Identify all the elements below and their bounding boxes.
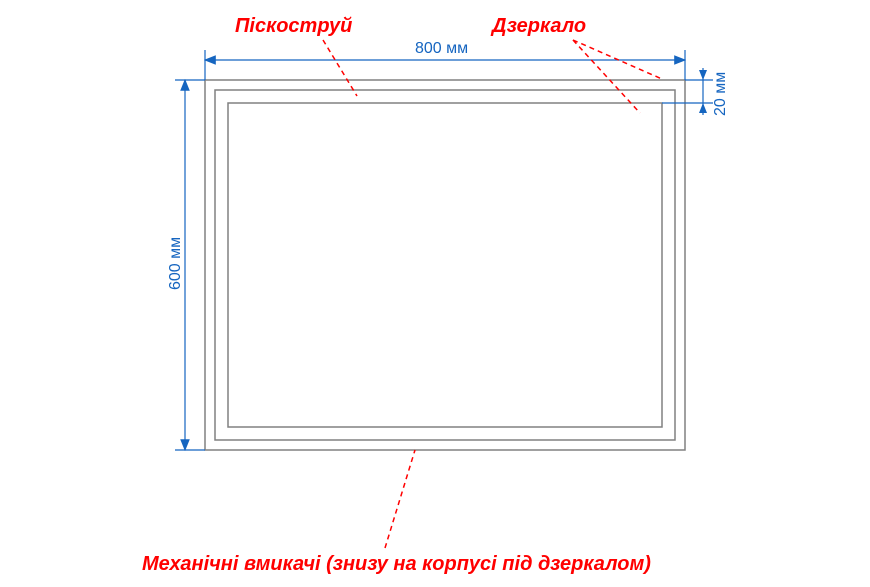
middle-frame <box>215 90 675 440</box>
indicator-switches <box>385 450 415 548</box>
label-sandblast: Піскоструй <box>235 15 352 38</box>
indicator-sandblast <box>323 40 357 96</box>
indicator-mirror-1 <box>573 40 640 113</box>
dim-gap-arrow-top <box>699 70 707 80</box>
diagram-svg <box>0 0 870 587</box>
dim-width-text: 800 мм <box>415 40 468 58</box>
inner-frame <box>228 103 662 427</box>
outer-frame <box>205 80 685 450</box>
label-mirror: Дзеркало <box>492 15 586 38</box>
dim-gap-arrow-bottom <box>699 103 707 113</box>
dim-gap-text: 20 мм <box>712 72 730 116</box>
dim-height-text: 600 мм <box>167 237 185 290</box>
label-switches: Механічні вмикачі (знизу на корпусі під … <box>142 553 651 576</box>
